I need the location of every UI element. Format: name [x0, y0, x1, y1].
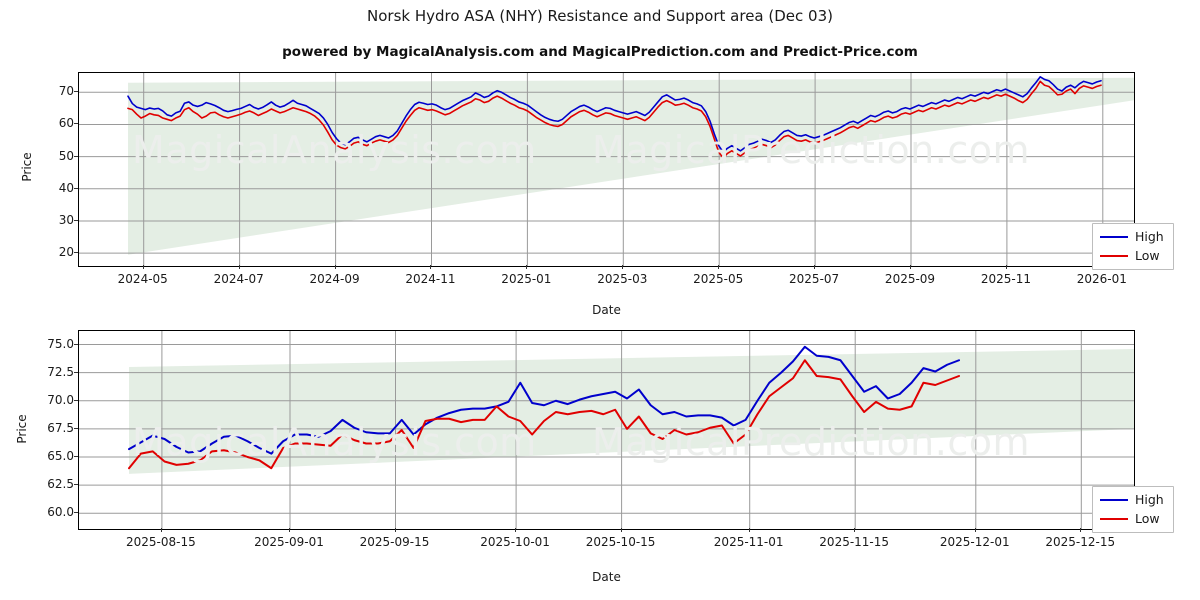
- x-tick-label: 2025-05: [693, 272, 744, 286]
- legend-item-high: High: [1100, 229, 1164, 245]
- x-tick-label: 2025-01: [501, 272, 552, 286]
- detail-y-axis-label: Price: [15, 414, 29, 444]
- x-tick-mark: [974, 528, 976, 532]
- legend-label-high: High: [1135, 228, 1164, 244]
- y-tick-label: 60.0: [47, 505, 74, 520]
- y-tick-mark: [74, 219, 78, 221]
- y-tick-label: 30: [58, 212, 74, 227]
- x-tick-mark: [622, 265, 624, 269]
- y-tick-label: 67.5: [47, 420, 74, 435]
- y-tick-mark: [74, 343, 78, 345]
- overview-chart-panel: [78, 72, 1135, 267]
- x-tick-mark: [910, 265, 911, 269]
- x-tick-mark: [334, 265, 336, 269]
- x-tick-label: 2026-01: [1076, 272, 1127, 286]
- legend-label-high: High: [1135, 491, 1164, 507]
- y-tick-mark: [74, 456, 78, 457]
- y-tick-label: 62.5: [47, 477, 74, 492]
- page-subtitle: powered by MagicalAnalysis.com and Magic…: [282, 44, 918, 60]
- y-tick-mark: [74, 484, 78, 486]
- page-title: Norsk Hydro ASA (NHY) Resistance and Sup…: [367, 7, 833, 25]
- legend-swatch-low: [1100, 255, 1128, 257]
- overview-x-axis-label: Date: [592, 303, 621, 317]
- x-tick-mark: [430, 265, 432, 269]
- x-tick-mark: [1005, 265, 1007, 269]
- x-tick-mark: [394, 528, 396, 532]
- x-tick-label: 2025-10-01: [480, 535, 550, 549]
- legend-item-high-detail: High: [1100, 492, 1164, 508]
- x-tick-label: 2025-07: [789, 272, 840, 286]
- x-tick-label: 2025-09: [884, 272, 936, 286]
- x-tick-mark: [1080, 528, 1082, 532]
- x-tick-mark: [289, 528, 290, 532]
- y-tick-mark: [74, 155, 78, 157]
- detail-plot-area: [78, 330, 1135, 530]
- y-tick-label: 40: [58, 180, 74, 195]
- detail-x-axis-label: Date: [592, 570, 621, 584]
- legend-label-low: Low: [1135, 510, 1160, 526]
- x-tick-label: 2025-12-01: [939, 535, 1010, 549]
- y-tick-label: 20: [58, 245, 74, 260]
- legend-swatch-high: [1100, 499, 1128, 501]
- legend-item-low: Low: [1100, 248, 1164, 264]
- x-tick-mark: [620, 528, 622, 532]
- x-tick-label: 2025-11-01: [713, 535, 784, 549]
- legend-swatch-high: [1100, 236, 1128, 238]
- y-tick-mark: [74, 399, 78, 401]
- y-tick-mark: [74, 252, 78, 254]
- detail-legend: High Low: [1092, 486, 1174, 533]
- y-tick-mark: [74, 187, 78, 189]
- y-tick-mark: [74, 91, 78, 93]
- y-tick-label: 75.0: [47, 336, 74, 351]
- x-tick-mark: [854, 528, 856, 532]
- x-tick-mark: [718, 265, 720, 269]
- legend-item-low-detail: Low: [1100, 511, 1164, 527]
- y-tick-label: 70.0: [47, 392, 74, 407]
- x-tick-label: 2024-11: [405, 272, 456, 286]
- overview-legend: High Low: [1092, 223, 1174, 270]
- x-tick-mark: [515, 528, 517, 532]
- y-tick-label: 65.0: [47, 449, 74, 463]
- y-tick-mark: [74, 427, 78, 429]
- x-tick-label: 2025-09-15: [359, 535, 430, 549]
- x-tick-mark: [160, 528, 162, 532]
- x-tick-label: 2025-12-15: [1045, 535, 1116, 549]
- x-tick-label: 2025-10-15: [585, 535, 656, 549]
- legend-label-low: Low: [1135, 247, 1160, 263]
- y-tick-label: 60: [58, 116, 74, 131]
- legend-swatch-low: [1100, 518, 1128, 520]
- y-tick-label: 72.5: [47, 364, 74, 379]
- x-tick-label: 2024-09: [309, 272, 360, 286]
- y-tick-label: 50: [58, 148, 74, 163]
- x-tick-label: 2024-07: [213, 272, 264, 286]
- y-tick-mark: [74, 512, 78, 514]
- x-tick-label: 2025-11-15: [819, 535, 890, 549]
- overview-plot-area: [78, 72, 1135, 267]
- x-tick-label: 2025-11: [980, 272, 1031, 286]
- x-tick-mark: [814, 265, 816, 269]
- x-tick-mark: [238, 265, 240, 269]
- x-tick-mark: [748, 528, 750, 532]
- detail-chart-panel: [78, 330, 1135, 530]
- y-tick-mark: [74, 123, 78, 125]
- x-tick-label: 2025-08-15: [126, 535, 196, 549]
- x-tick-label: 2025-09-01: [254, 535, 324, 549]
- x-tick-mark: [526, 265, 528, 269]
- x-tick-label: 2025-03: [597, 272, 648, 286]
- x-tick-label: 2024-05: [117, 272, 168, 286]
- overview-plot-svg: [79, 73, 1134, 266]
- y-tick-mark: [74, 371, 78, 373]
- y-tick-label: 70: [58, 84, 74, 99]
- x-tick-mark: [142, 265, 144, 269]
- detail-plot-svg: [79, 331, 1134, 529]
